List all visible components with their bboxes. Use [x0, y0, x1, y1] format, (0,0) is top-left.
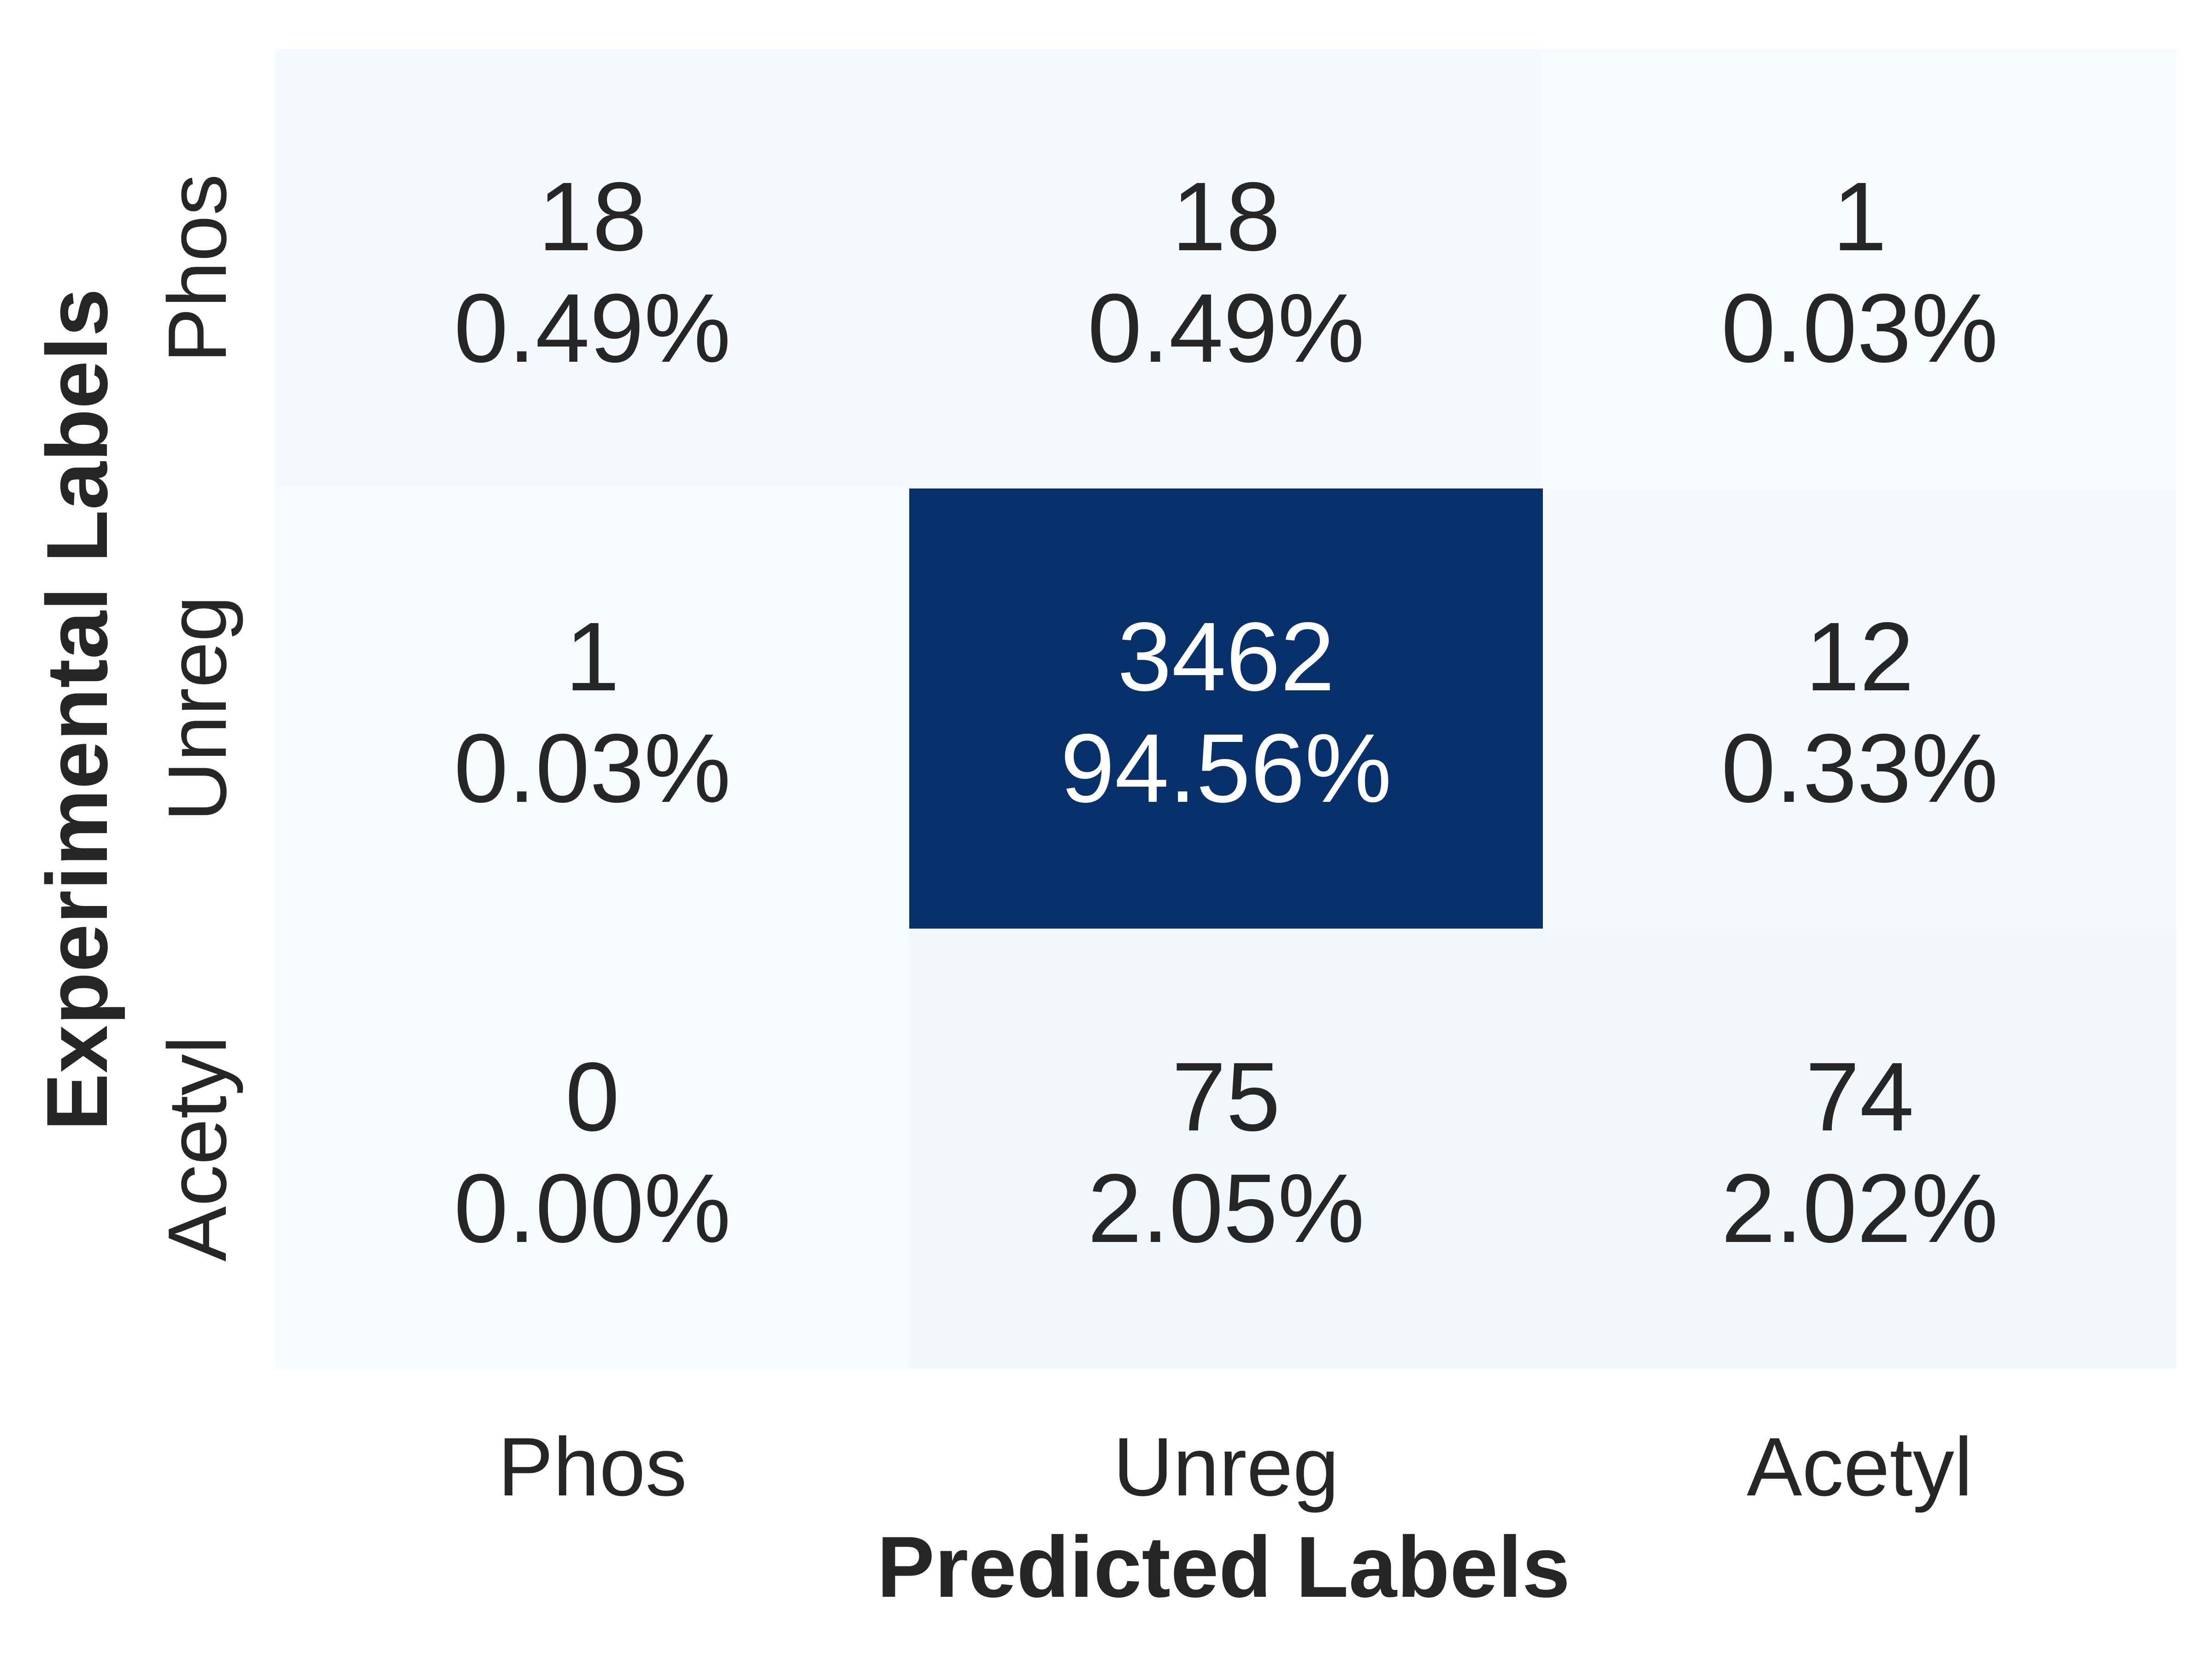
y-tick-label-phos: Phos [151, 174, 244, 363]
cell-count-label: 74 [1806, 1042, 1914, 1151]
heatmap-cell-acetyl-acetyl [1543, 929, 2177, 1369]
cell-count-label: 18 [538, 162, 647, 271]
cell-percent-label: 0.03% [454, 713, 731, 823]
x-tick-label-phos: Phos [498, 1421, 687, 1513]
heatmap-cell-unreg-phos [276, 488, 909, 929]
cell-count-label: 1 [1833, 162, 1887, 271]
cell-count-label: 1 [565, 602, 620, 711]
y-axis-title: Experimental Labels [29, 288, 125, 1131]
cell-count-label: 12 [1806, 602, 1914, 711]
cell-percent-label: 2.05% [1088, 1153, 1365, 1263]
cell-percent-label: 2.02% [1721, 1153, 1998, 1263]
y-tick-label-acetyl: Acetyl [151, 1035, 244, 1261]
cell-percent-label: 0.00% [454, 1153, 731, 1263]
heatmap-cell-phos-phos [276, 48, 909, 488]
heatmap-cell-acetyl-phos [276, 929, 909, 1369]
heatmap-cell-phos-unreg [909, 48, 1543, 488]
x-tick-labels: Phos Unreg Acetyl [498, 1421, 1972, 1513]
cell-percent-label: 94.56% [1060, 713, 1392, 823]
x-tick-label-unreg: Unreg [1113, 1421, 1339, 1513]
heatmap-cell-phos-acetyl [1543, 48, 2177, 488]
y-tick-labels: Phos Unreg Acetyl [151, 174, 244, 1261]
cell-count-label: 18 [1172, 162, 1281, 271]
cell-count-label: 75 [1172, 1042, 1281, 1151]
y-tick-label-unreg: Unreg [151, 595, 244, 821]
cell-percent-label: 0.33% [1721, 713, 1998, 823]
heatmap-cell-labels: 180.49%180.49%10.03%10.03%346294.56%120.… [454, 162, 1998, 1263]
x-axis-title: Predicted Labels [877, 1518, 1571, 1615]
cell-percent-label: 0.49% [1088, 273, 1365, 382]
cell-count-label: 3462 [1118, 602, 1335, 711]
heatmap-cell-unreg-unreg [909, 488, 1543, 929]
cell-count-label: 0 [565, 1042, 620, 1151]
x-tick-label-acetyl: Acetyl [1747, 1421, 1972, 1513]
cell-percent-label: 0.03% [1721, 273, 1998, 382]
heatmap-cell-unreg-acetyl [1543, 488, 2177, 929]
heatmap-cells [276, 48, 2177, 1369]
heatmap-cell-acetyl-unreg [909, 929, 1543, 1369]
cell-percent-label: 0.49% [454, 273, 731, 382]
